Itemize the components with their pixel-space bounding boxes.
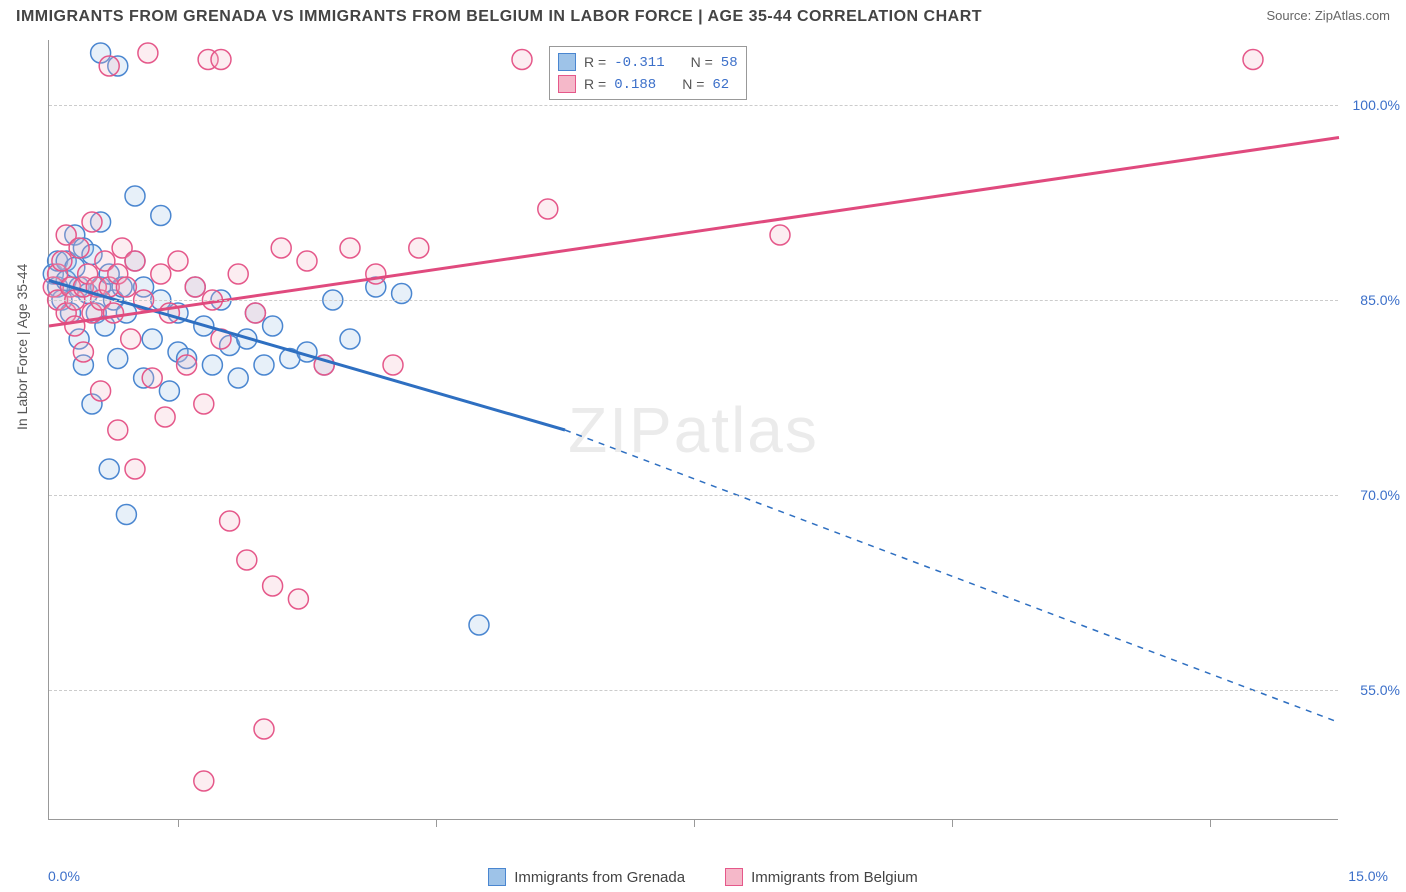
x-tick: [952, 819, 953, 827]
scatter-point: [271, 238, 291, 258]
swatch-grenada-bottom: [488, 868, 506, 886]
scatter-point: [177, 355, 197, 375]
legend-bottom: Immigrants from Grenada Immigrants from …: [0, 868, 1406, 886]
legend-row-grenada: R = -0.311 N = 58: [558, 51, 738, 73]
scatter-point: [245, 303, 265, 323]
scatter-point: [1243, 50, 1263, 70]
scatter-point: [383, 355, 403, 375]
scatter-point: [52, 251, 72, 271]
scatter-point: [297, 251, 317, 271]
scatter-point: [159, 381, 179, 401]
legend-row-belgium: R = 0.188 N = 62: [558, 73, 738, 95]
scatter-point: [340, 329, 360, 349]
scatter-point: [185, 277, 205, 297]
chart-plot-area: ZIPatlas R = -0.311 N = 58 R = 0.188 N =…: [48, 40, 1338, 820]
scatter-point: [108, 420, 128, 440]
y-axis-label: In Labor Force | Age 35-44: [14, 264, 30, 430]
n-label: N =: [691, 54, 713, 70]
x-tick: [178, 819, 179, 827]
scatter-point: [770, 225, 790, 245]
scatter-point: [108, 349, 128, 369]
source-label: Source: ZipAtlas.com: [1266, 8, 1390, 23]
swatch-belgium: [558, 75, 576, 93]
scatter-point: [194, 394, 214, 414]
scatter-point: [211, 50, 231, 70]
y-tick-label: 85.0%: [1360, 292, 1400, 308]
scatter-point: [125, 459, 145, 479]
scatter-point: [151, 206, 171, 226]
scatter-point: [73, 342, 93, 362]
r-value-grenada: -0.311: [614, 55, 664, 71]
y-tick-label: 100.0%: [1353, 97, 1400, 113]
scatter-point: [237, 550, 257, 570]
scatter-point: [142, 329, 162, 349]
legend-label-grenada: Immigrants from Grenada: [514, 869, 685, 886]
gridline-h: [49, 105, 1338, 106]
legend-item-grenada: Immigrants from Grenada: [488, 868, 685, 886]
scatter-point: [116, 505, 136, 525]
chart-svg: [49, 40, 1338, 819]
scatter-point: [202, 355, 222, 375]
scatter-point: [366, 264, 386, 284]
scatter-point: [69, 238, 89, 258]
scatter-point: [263, 316, 283, 336]
r-label-2: R =: [584, 76, 606, 92]
page-title: IMMIGRANTS FROM GRENADA VS IMMIGRANTS FR…: [16, 8, 982, 26]
scatter-point: [228, 264, 248, 284]
scatter-point: [168, 251, 188, 271]
gridline-h: [49, 690, 1338, 691]
r-label: R =: [584, 54, 606, 70]
gridline-h: [49, 495, 1338, 496]
legend-correlation: R = -0.311 N = 58 R = 0.188 N = 62: [549, 46, 747, 100]
r-value-belgium: 0.188: [614, 77, 656, 93]
swatch-grenada: [558, 53, 576, 71]
scatter-point: [409, 238, 429, 258]
scatter-point: [99, 459, 119, 479]
scatter-point: [82, 212, 102, 232]
scatter-point: [228, 368, 248, 388]
scatter-point: [142, 368, 162, 388]
scatter-point: [220, 511, 240, 531]
scatter-point: [254, 355, 274, 375]
scatter-point: [151, 264, 171, 284]
scatter-point: [138, 43, 158, 63]
gridline-h: [49, 300, 1338, 301]
scatter-point: [288, 589, 308, 609]
scatter-point: [254, 719, 274, 739]
scatter-point: [263, 576, 283, 596]
legend-label-belgium: Immigrants from Belgium: [751, 869, 918, 886]
n-value-belgium: 62: [712, 77, 729, 93]
scatter-point: [155, 407, 175, 427]
scatter-point: [125, 251, 145, 271]
x-tick: [1210, 819, 1211, 827]
scatter-point: [104, 303, 124, 323]
scatter-point: [538, 199, 558, 219]
swatch-belgium-bottom: [725, 868, 743, 886]
scatter-point: [340, 238, 360, 258]
scatter-point: [469, 615, 489, 635]
scatter-point: [99, 56, 119, 76]
scatter-point: [91, 381, 111, 401]
scatter-point: [512, 50, 532, 70]
legend-item-belgium: Immigrants from Belgium: [725, 868, 918, 886]
n-value-grenada: 58: [721, 55, 738, 71]
y-tick-label: 70.0%: [1360, 487, 1400, 503]
x-tick: [694, 819, 695, 827]
scatter-point: [194, 771, 214, 791]
scatter-point: [65, 316, 85, 336]
scatter-point: [125, 186, 145, 206]
n-label-2: N =: [682, 76, 704, 92]
scatter-point: [116, 277, 136, 297]
x-tick: [436, 819, 437, 827]
y-tick-label: 55.0%: [1360, 682, 1400, 698]
scatter-point: [121, 329, 141, 349]
